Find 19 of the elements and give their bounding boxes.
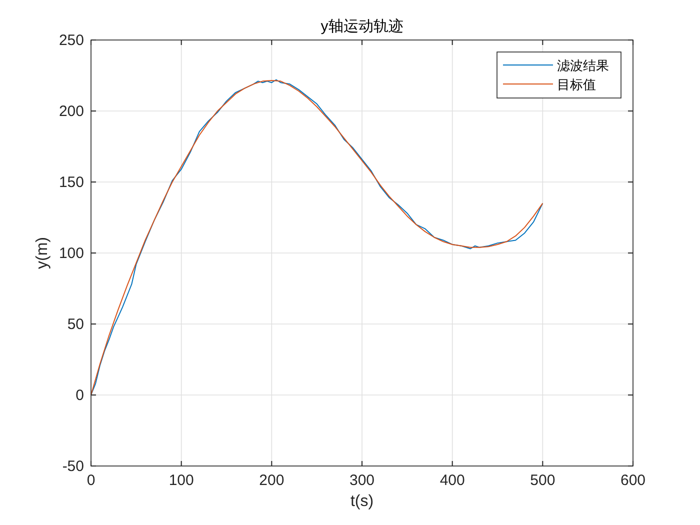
y-tick-label: 0 (76, 387, 84, 404)
legend-label: 滤波结果 (557, 58, 609, 73)
x-tick-label: 100 (168, 472, 194, 489)
y-tick-label: 250 (58, 32, 84, 49)
y-tick-label: 50 (67, 316, 84, 333)
y-tick-label: 200 (58, 103, 84, 120)
x-axis-title: t(s) (350, 493, 374, 510)
x-tick-label: 300 (349, 472, 375, 489)
y-axis-title: y(m) (34, 237, 51, 269)
x-tick-label: 0 (86, 472, 96, 489)
legend-label: 目标值 (557, 77, 596, 92)
y-tick-label: 150 (58, 174, 84, 191)
y-tick-label: -50 (62, 458, 84, 475)
y-tick-label: 100 (58, 245, 84, 262)
x-tick-label: 500 (530, 472, 556, 489)
x-tick-label: 200 (259, 472, 284, 489)
chart-title: y轴运动轨迹 (320, 18, 404, 35)
x-tick-label: 600 (620, 472, 646, 489)
x-tick-label: 400 (440, 472, 465, 489)
